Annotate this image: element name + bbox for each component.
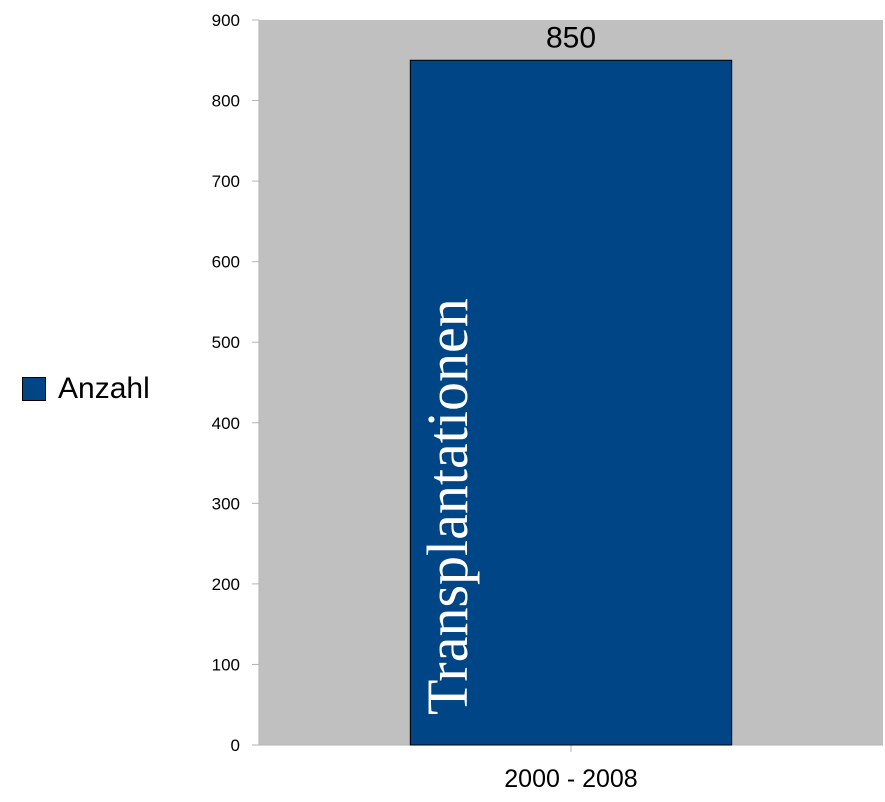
bar <box>409 59 733 746</box>
legend-label-anzahl: Anzahl <box>58 372 150 405</box>
y-tick-label: 400 <box>212 414 240 433</box>
y-tick-label: 800 <box>212 92 240 111</box>
legend: Anzahl <box>22 374 150 404</box>
legend-swatch <box>22 377 46 401</box>
bar-annotation: Transplantationen <box>415 298 480 715</box>
y-tick-label: 100 <box>212 655 240 674</box>
y-tick-label: 0 <box>231 736 240 755</box>
y-tick-label: 900 <box>212 11 240 30</box>
x-category-label: 2000 - 2008 <box>504 765 637 793</box>
y-tick-label: 600 <box>212 253 240 272</box>
y-tick-label: 500 <box>212 333 240 352</box>
y-tick-label: 200 <box>212 575 240 594</box>
y-tick-label: 300 <box>212 494 240 513</box>
y-tick-label: 700 <box>212 172 240 191</box>
data-label: 850 <box>546 21 596 54</box>
